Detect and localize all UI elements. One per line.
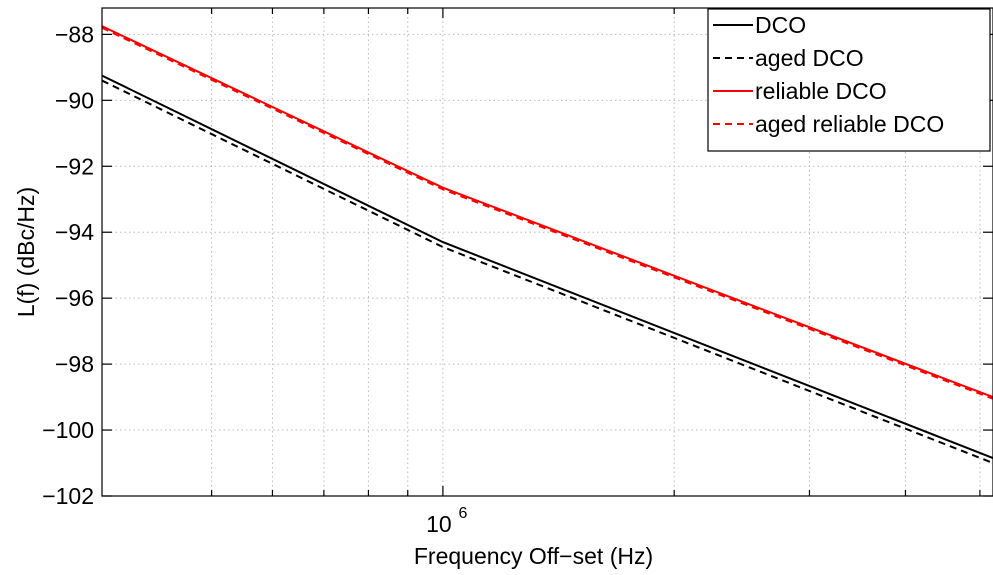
plot-frame [101, 7, 993, 497]
y-tick-label: −94 [55, 219, 94, 245]
x-axis-label: Frequency Off−set (Hz) [414, 543, 653, 569]
legend: DCO aged DCO reliable DCO aged reliable DCO [707, 8, 991, 152]
series-line-reliable-dco [101, 25, 993, 399]
y-tick-label: −88 [55, 21, 94, 47]
y-tick-label: −92 [55, 153, 94, 179]
axis-labels: Frequency Off−set (Hz) L(f) (dBc/Hz) [13, 187, 653, 569]
y-tick-label: −96 [55, 285, 94, 311]
y-tick-label: −100 [42, 417, 94, 443]
x-tick-label: 10 [426, 511, 452, 537]
series-line-aged-dco [101, 79, 993, 464]
legend-entry: aged reliable DCO [755, 111, 944, 137]
series-line-aged-reliable-dco [101, 26, 993, 400]
x-tick-label-exponent: 6 [458, 505, 467, 522]
legend-entry: aged DCO [755, 45, 864, 71]
legend-box [707, 8, 991, 152]
y-tick-label: −98 [55, 351, 94, 377]
y-axis-label: L(f) (dBc/Hz) [13, 187, 39, 317]
axis-ticks: −88 −90 −92 −94 −96 −98 −100 −102 10 6 [42, 8, 993, 537]
y-tick-label: −102 [42, 483, 94, 509]
y-tick-label: −90 [55, 87, 94, 113]
series-line-dco [101, 74, 993, 460]
legend-entry: reliable DCO [755, 78, 887, 104]
legend-entry: DCO [755, 12, 806, 38]
series-lines [101, 25, 993, 464]
